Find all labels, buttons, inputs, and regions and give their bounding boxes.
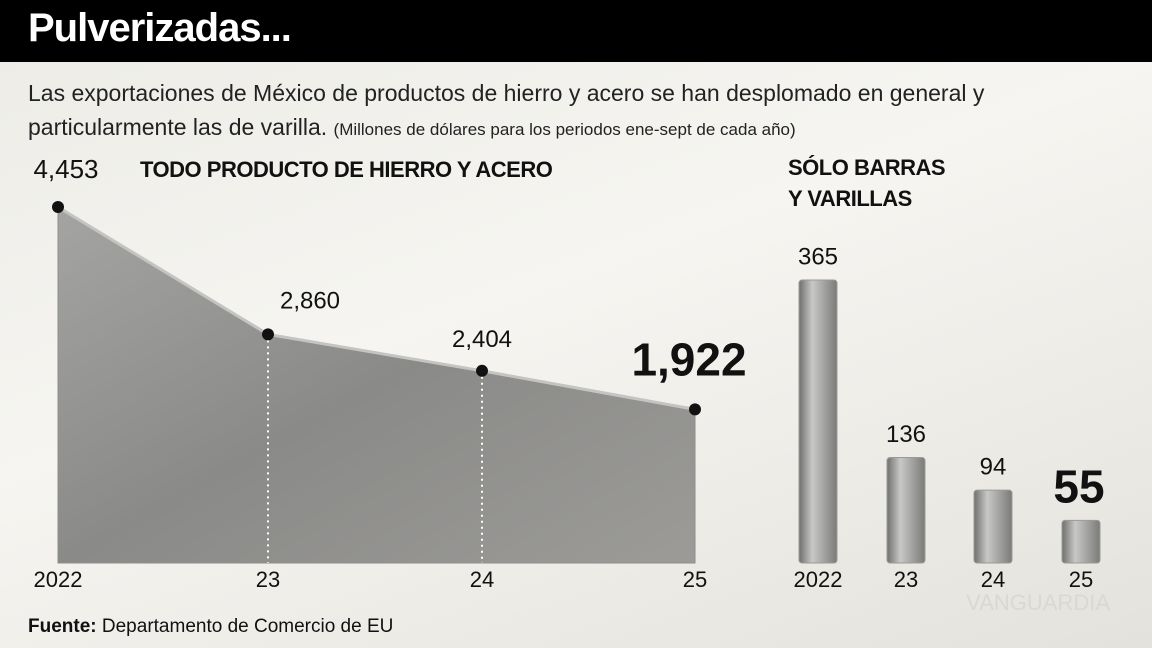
title-bar: Pulverizadas... — [0, 0, 1152, 62]
value-label: 94 — [980, 453, 1007, 480]
watermark: VANGUARDIA — [966, 590, 1110, 615]
source: Fuente: Departamento de Comercio de EU — [28, 616, 393, 638]
note: (Millones de dólares para los periodos e… — [333, 120, 796, 139]
x-tick-label: 2022 — [34, 567, 83, 592]
value-label: 136 — [886, 421, 926, 448]
value-label: 365 — [798, 243, 838, 270]
bar — [1061, 519, 1101, 564]
x-tick-label: 23 — [894, 567, 918, 592]
bar — [798, 279, 838, 564]
x-tick-label: 24 — [981, 567, 1005, 592]
point — [52, 201, 64, 213]
value-label: 55 — [1053, 461, 1104, 513]
bar — [973, 489, 1013, 564]
title: Pulverizadas... — [28, 6, 292, 50]
bar — [886, 457, 926, 564]
source-text: Departamento de Comercio de EU — [101, 616, 394, 637]
subtitle-block: Las exportaciones de México de productos… — [28, 76, 1028, 147]
x-tick-label: 24 — [470, 567, 494, 592]
source-label: Fuente: — [28, 616, 97, 637]
value-label: 2,860 — [280, 288, 340, 315]
subtitle: Las exportaciones de México de productos… — [28, 80, 985, 140]
area-fill — [57, 206, 696, 564]
value-label: 1,922 — [631, 333, 746, 385]
x-tick-label: 25 — [683, 567, 707, 592]
area-line — [57, 205, 696, 411]
value-label: 4,453 — [33, 154, 98, 184]
x-tick-label: 2022 — [794, 567, 843, 592]
point — [476, 364, 488, 377]
value-label: 2,404 — [452, 326, 512, 353]
point — [262, 328, 274, 341]
x-tick-label: 23 — [256, 567, 280, 592]
x-tick-label: 25 — [1069, 567, 1093, 592]
chart-title: TODO PRODUCTO DE HIERRO Y ACERO — [140, 157, 553, 182]
point — [689, 403, 701, 416]
chart-title: SÓLO BARRAS Y VARILLAS — [788, 155, 946, 211]
